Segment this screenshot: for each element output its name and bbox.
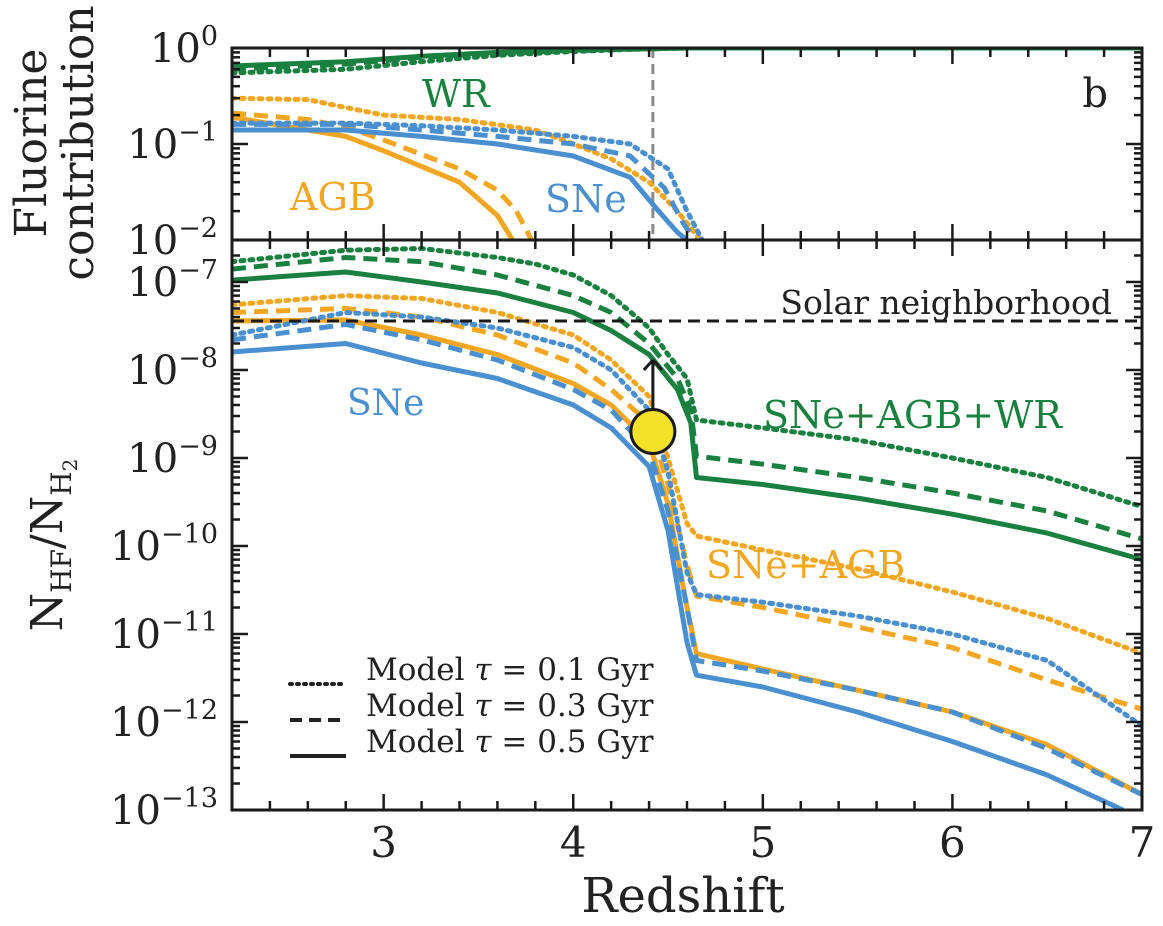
solar-neighborhood-label: Solar neighborhood bbox=[780, 283, 1112, 322]
bottom-ytick-label: 10−11 bbox=[110, 607, 218, 658]
bottom-ytick-base: 10 bbox=[127, 436, 178, 482]
bottom-ytick-label: 10−7 bbox=[127, 255, 218, 306]
xtick-label: 6 bbox=[939, 818, 966, 867]
top-series-sne-tau-0p3 bbox=[232, 121, 697, 240]
legend-dotted-tau: τ bbox=[474, 652, 492, 688]
label-sne-agb-wr: SNe+AGB+WR bbox=[763, 393, 1063, 437]
bottom-panel-annotations bbox=[232, 319, 1142, 456]
legend-dashed-tau: τ bbox=[474, 688, 492, 724]
top-ytick-label: 10−2 bbox=[127, 213, 218, 264]
bottom-ytick-exp: −9 bbox=[178, 431, 218, 462]
legend-dashed-suffix: = 0.3 Gyr bbox=[492, 688, 654, 724]
bottom-ytick-label: 10−10 bbox=[110, 519, 218, 570]
legend-dotted-prefix: Model bbox=[366, 652, 474, 688]
legend-entry-dashed: Model τ = 0.3 Gyr bbox=[366, 688, 654, 724]
ylabel-sub-hf: HF bbox=[45, 549, 78, 593]
ylabel-n2: N bbox=[22, 496, 73, 535]
bottom-series-sne-tau-0p5 bbox=[232, 341, 1125, 810]
legend-entry-dotted: Model τ = 0.1 Gyr bbox=[366, 652, 654, 688]
bottom-ylabel: NHF/NH2 bbox=[22, 459, 82, 632]
top-ytick-base: 10 bbox=[127, 218, 178, 264]
top-ytick-base: 10 bbox=[127, 122, 178, 168]
top-ytick-exp: −1 bbox=[178, 117, 218, 148]
xtick-label: 5 bbox=[749, 818, 776, 867]
bottom-ytick-base: 10 bbox=[110, 612, 161, 658]
top-ytick-label: 100 bbox=[150, 21, 218, 72]
ylabel-sub-h: H bbox=[45, 471, 78, 495]
bottom-ytick-exp: −12 bbox=[161, 695, 218, 726]
label-sne-top: SNe bbox=[545, 177, 627, 221]
bottom-ytick-base: 10 bbox=[110, 524, 161, 570]
top-ytick-exp: −2 bbox=[178, 213, 218, 244]
axis-ticks: 10010−110−210−710−810−910−1010−1110−1210… bbox=[110, 21, 1155, 867]
label-sne-agb: SNe+AGB bbox=[706, 543, 905, 587]
bottom-ytick-label: 10−9 bbox=[127, 431, 218, 482]
bottom-ytick-base: 10 bbox=[110, 788, 161, 834]
legend-dotted-suffix: = 0.1 Gyr bbox=[492, 652, 654, 688]
top-series-sne-tau-0p5 bbox=[232, 127, 689, 240]
label-wr: WR bbox=[422, 72, 491, 116]
top-series-agb-tau-0p1 bbox=[232, 95, 703, 240]
legend-solid-suffix: = 0.5 Gyr bbox=[492, 724, 654, 760]
top-ylabel-line2: contribution bbox=[53, 5, 104, 280]
bottom-ytick-label: 10−13 bbox=[110, 783, 218, 834]
legend: Model τ = 0.1 Gyr Model τ = 0.3 Gyr Mode… bbox=[288, 652, 654, 760]
observation-marker bbox=[629, 408, 677, 456]
top-ytick-base: 10 bbox=[150, 26, 201, 72]
observation-arrowhead-right bbox=[651, 358, 663, 371]
xtick-label: 4 bbox=[560, 818, 587, 867]
bottom-ytick-exp: −13 bbox=[161, 783, 218, 814]
top-ytick-exp: 0 bbox=[201, 21, 218, 52]
ylabel-n1: N bbox=[22, 593, 73, 632]
label-sne-bottom: SNe bbox=[347, 383, 424, 424]
top-ytick-label: 10−1 bbox=[127, 117, 218, 168]
legend-dashed-prefix: Model bbox=[366, 688, 474, 724]
x-axis-label: Redshift bbox=[581, 868, 784, 924]
ylabel-subsub-2: 2 bbox=[58, 459, 82, 472]
legend-entry-solid: Model τ = 0.5 Gyr bbox=[366, 724, 654, 760]
bottom-ytick-exp: −10 bbox=[161, 519, 218, 550]
top-ylabel-line1: Fluorine bbox=[6, 49, 57, 238]
bottom-ytick-base: 10 bbox=[127, 260, 178, 306]
bottom-ytick-label: 10−12 bbox=[110, 695, 218, 746]
bottom-series-sne-agb-tau-0p1 bbox=[232, 293, 1142, 656]
xtick-label: 7 bbox=[1129, 818, 1156, 867]
bottom-ytick-exp: −7 bbox=[178, 255, 218, 286]
panel-letter: b bbox=[1082, 71, 1108, 117]
bottom-series-sne-agb-wr-tau-0p5 bbox=[232, 269, 1142, 563]
bottom-ytick-label: 10−8 bbox=[127, 343, 218, 394]
bottom-ytick-base: 10 bbox=[127, 348, 178, 394]
bottom-ytick-exp: −11 bbox=[161, 607, 218, 638]
bottom-ytick-exp: −8 bbox=[178, 343, 218, 374]
ylabel-slash: / bbox=[22, 534, 73, 549]
bottom-ytick-base: 10 bbox=[110, 700, 161, 746]
bottom-series-sne-tau-0p3 bbox=[232, 321, 1142, 797]
xtick-label: 3 bbox=[370, 818, 397, 867]
label-agb: AGB bbox=[289, 175, 376, 219]
legend-solid-tau: τ bbox=[474, 724, 492, 760]
legend-solid-prefix: Model bbox=[366, 724, 474, 760]
bottom-series-sne-agb-wr-tau-0p1 bbox=[232, 246, 1142, 510]
observation-arrowhead-left bbox=[642, 358, 654, 371]
